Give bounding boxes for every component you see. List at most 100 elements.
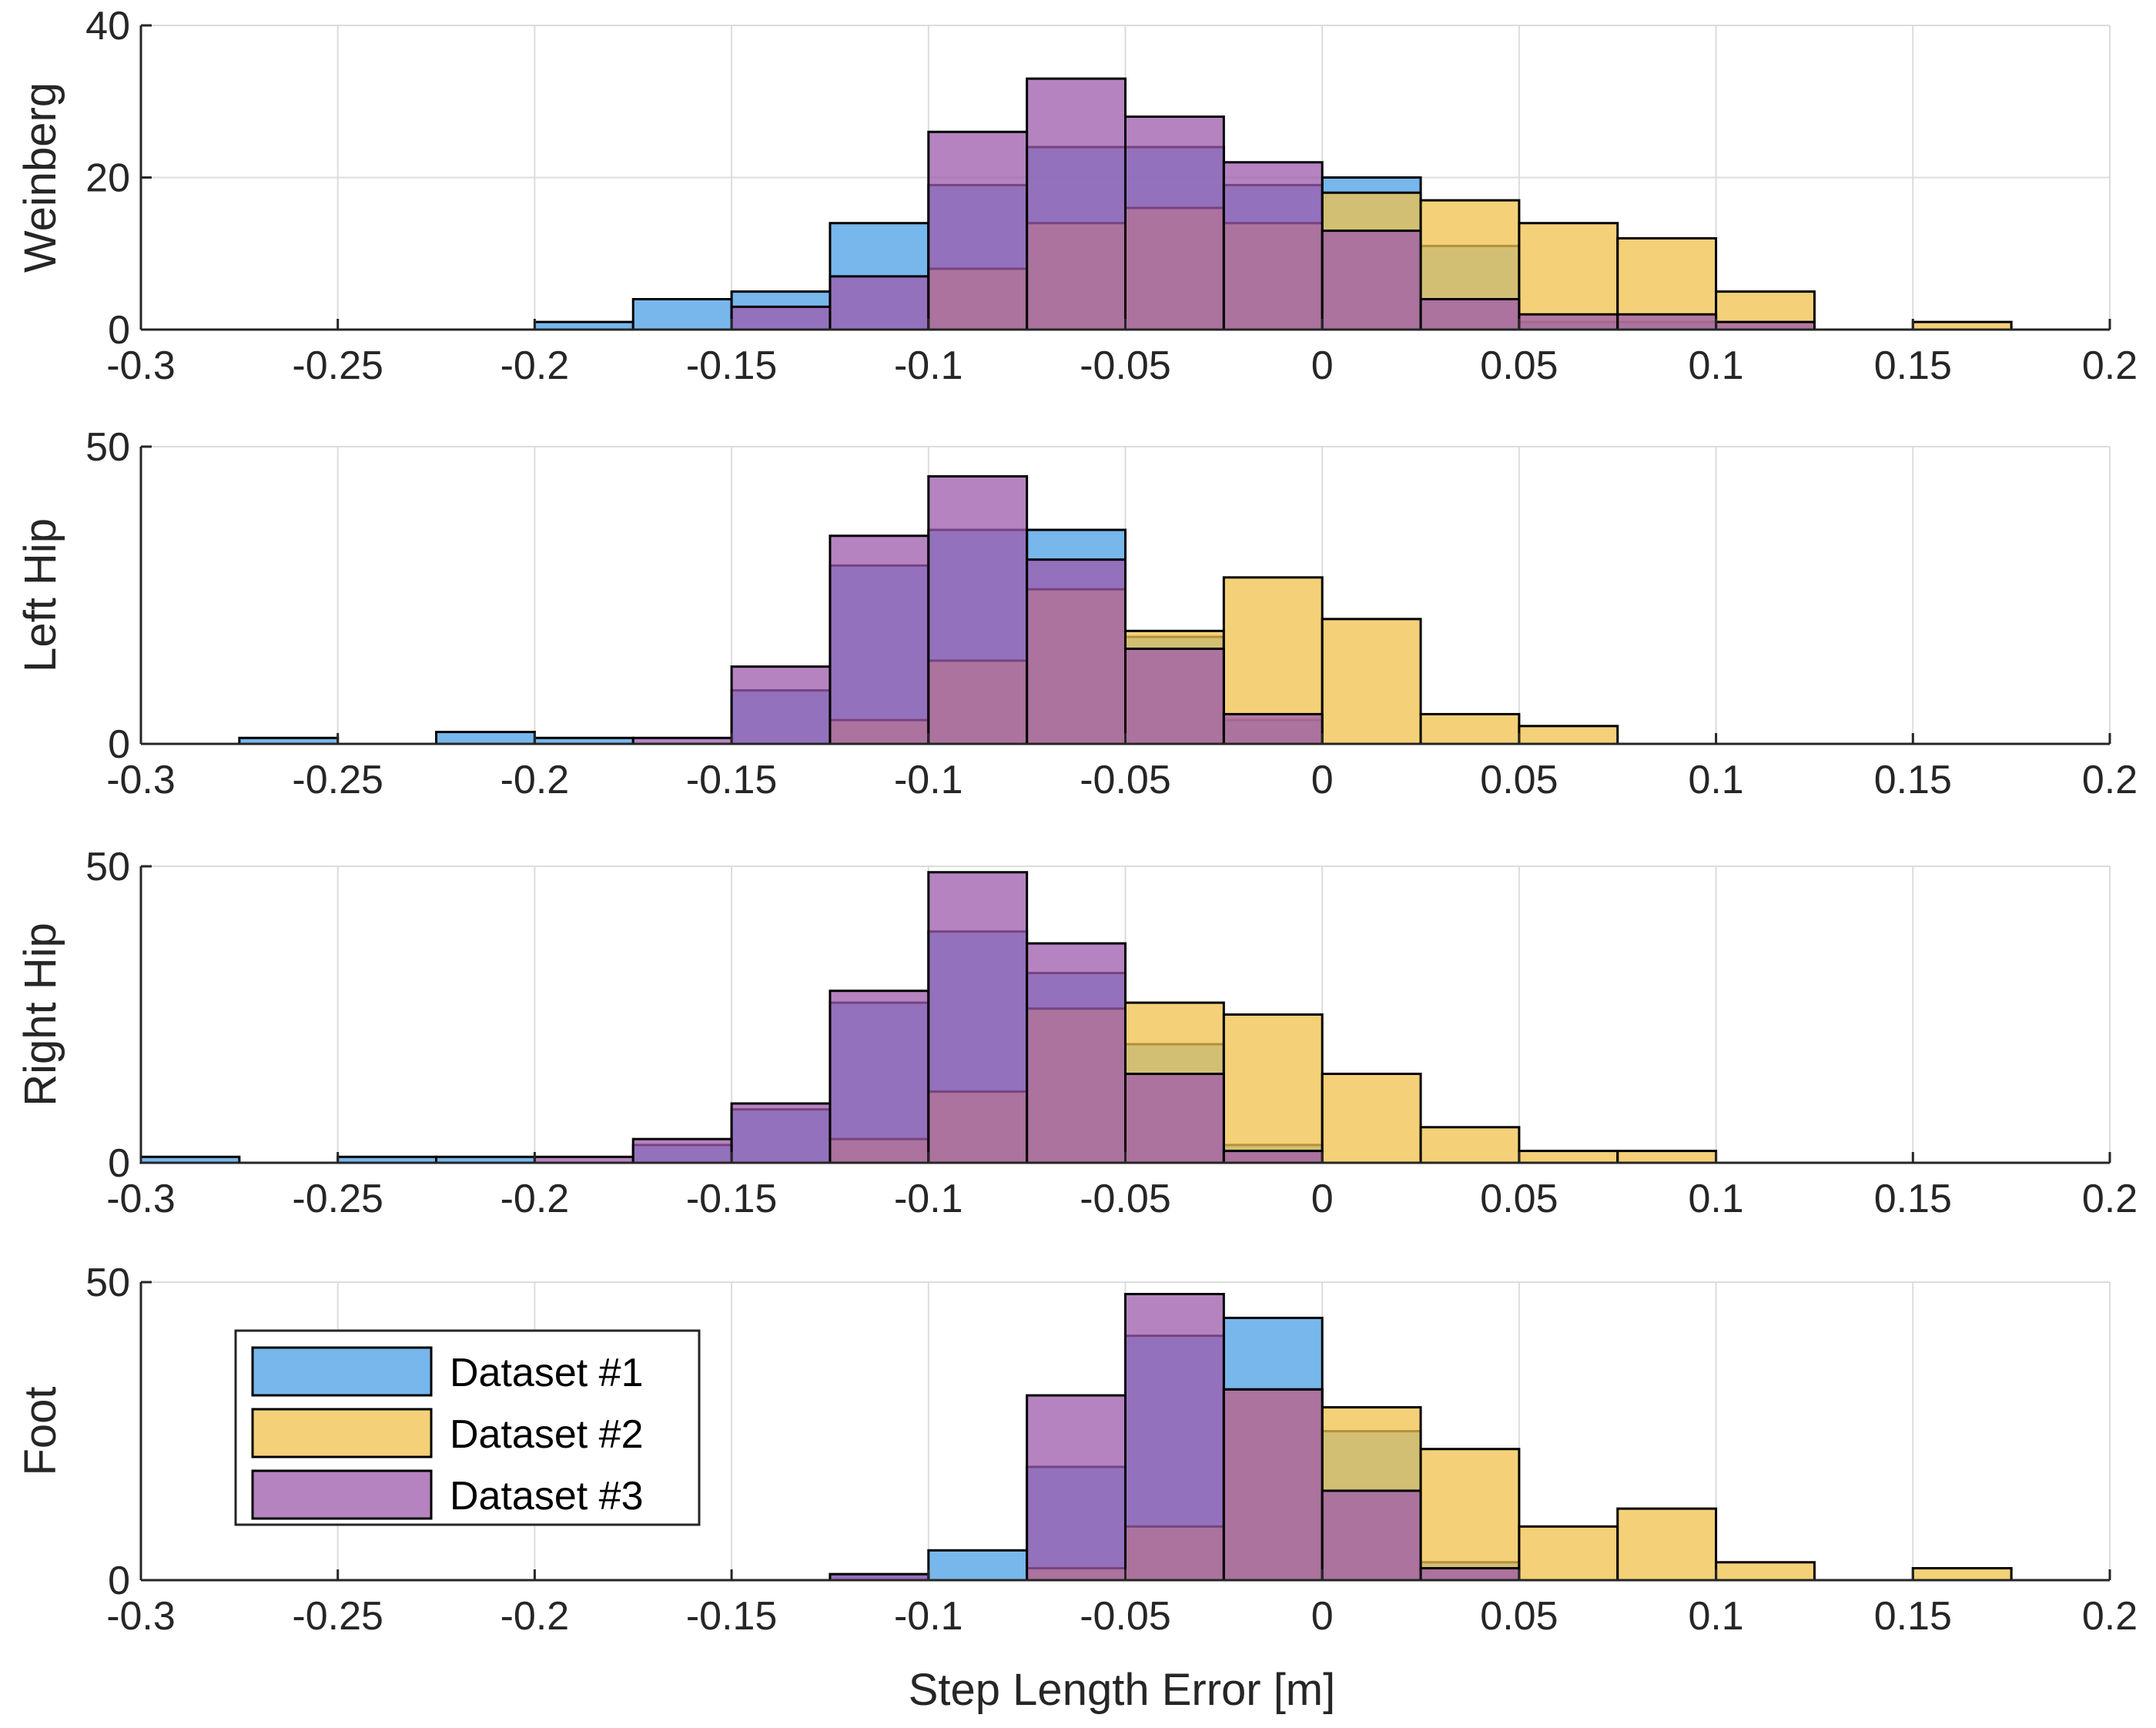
histogram-bar <box>1419 1448 1521 1582</box>
x-tick-label: -0.15 <box>686 343 778 388</box>
x-tick-label: -0.15 <box>686 758 778 802</box>
x-tick-label: 0.1 <box>1688 1177 1743 1221</box>
legend-label: Dataset #1 <box>450 1351 644 1395</box>
x-tick-label: 0.15 <box>1874 343 1952 388</box>
x-tick-label: 0.1 <box>1688 343 1743 388</box>
x-tick-label: -0.15 <box>686 1594 778 1639</box>
legend-label: Dataset #2 <box>450 1412 644 1457</box>
y-axis-label: Left Hip <box>15 518 65 672</box>
histogram-bar <box>1715 1561 1816 1582</box>
histogram-bar <box>1222 1388 1324 1582</box>
series-dataset3 <box>533 871 1324 1164</box>
y-tick-label: 0 <box>108 308 130 353</box>
series-dataset3 <box>631 475 1324 745</box>
x-tick-label: -0.05 <box>1080 1177 1171 1221</box>
y-axis-label: Weinberg <box>15 82 65 273</box>
y-tick-label: 0 <box>108 1559 130 1603</box>
histogram-bar <box>829 990 930 1164</box>
x-axis-label: Step Length Error [m] <box>909 1665 1335 1715</box>
histogram-bar <box>1518 222 1619 331</box>
x-tick-label: 0 <box>1311 758 1334 802</box>
histogram-bar <box>1124 647 1225 745</box>
y-tick-label: 50 <box>85 845 130 889</box>
panel-right-hip: -0.3 -0.25 -0.2 -0.15 -0.1 -0.05 0 0.05 0.1 0.15 0… <box>15 845 2138 1221</box>
histogram-bar <box>1518 1150 1619 1164</box>
x-tick-label: 0.2 <box>2082 1594 2138 1639</box>
histogram-bar <box>631 1137 733 1164</box>
x-tick-label: -0.05 <box>1080 343 1171 388</box>
x-tick-label: -0.05 <box>1080 758 1171 802</box>
x-tick-label: -0.2 <box>500 343 570 388</box>
x-tick-label: -0.3 <box>106 343 176 388</box>
x-tick-label: 0.15 <box>1874 1594 1952 1639</box>
histogram-bar <box>927 871 1029 1164</box>
x-tick-label: -0.3 <box>106 1177 176 1221</box>
x-tick-label: -0.1 <box>894 1594 963 1639</box>
histogram-bar <box>435 731 536 745</box>
histogram-bar <box>829 275 930 331</box>
x-tick-label: -0.25 <box>292 1594 383 1639</box>
x-tick-label: 0 <box>1311 343 1334 388</box>
histogram-bar <box>1222 161 1324 331</box>
histogram-bar <box>1026 558 1127 745</box>
x-tick-label: 0.05 <box>1480 1594 1558 1639</box>
y-axis-label: Right Hip <box>15 923 65 1107</box>
x-tick-label: -0.2 <box>500 1177 570 1221</box>
x-tick-label: -0.25 <box>292 1177 383 1221</box>
histogram-bar <box>1419 712 1521 745</box>
x-tick-label: -0.3 <box>106 758 176 802</box>
panel-weinberg: -0.3 -0.25 -0.2 -0.15 -0.1 -0.05 0 0.05 0.1 0.15 0… <box>15 4 2138 388</box>
x-tick-label: 0.15 <box>1874 1177 1952 1221</box>
histogram-bar <box>730 665 832 745</box>
x-tick-label: 0.15 <box>1874 758 1952 802</box>
y-tick-label: 50 <box>85 425 130 470</box>
histogram-bar <box>631 298 733 331</box>
histogram-bar <box>730 305 832 331</box>
x-tick-label: -0.3 <box>106 1594 176 1639</box>
x-tick-label: 0.2 <box>2082 343 2138 388</box>
x-tick-label: -0.1 <box>894 1177 963 1221</box>
y-tick-label: 20 <box>85 156 130 201</box>
histogram-bar <box>1616 1507 1718 1582</box>
legend-swatch <box>251 1408 433 1458</box>
y-tick-label: 40 <box>85 4 130 49</box>
histogram-bar <box>1518 1525 1619 1582</box>
histogram-bar <box>1124 1073 1225 1164</box>
x-tick-label: 0 <box>1311 1594 1334 1639</box>
legend-swatch <box>251 1346 433 1397</box>
histogram-bar <box>1222 1013 1324 1164</box>
y-axis-label: Foot <box>15 1386 65 1475</box>
x-tick-label: -0.25 <box>292 343 383 388</box>
histogram-bar <box>730 1102 832 1164</box>
x-tick-label: 0.05 <box>1480 1177 1558 1221</box>
histogram-bar <box>1518 725 1619 745</box>
x-tick-label: 0.05 <box>1480 343 1558 388</box>
x-tick-label: 0.05 <box>1480 758 1558 802</box>
y-tick-label: 0 <box>108 1141 130 1186</box>
x-tick-label: 0.1 <box>1688 1594 1743 1639</box>
x-tick-label: 0.2 <box>2082 1177 2138 1221</box>
x-tick-label: 0.2 <box>2082 758 2138 802</box>
histogram-bar <box>1419 298 1521 331</box>
x-tick-label: -0.1 <box>894 758 963 802</box>
histogram-bar <box>1124 116 1225 331</box>
histogram-bar <box>1518 313 1619 331</box>
x-tick-label: 0 <box>1311 1177 1334 1221</box>
histogram-bar <box>927 1549 1029 1582</box>
x-tick-label: -0.2 <box>500 1594 570 1639</box>
histogram-bar <box>1222 1150 1324 1164</box>
histogram-bar <box>1616 1150 1718 1164</box>
legend-label: Dataset #3 <box>450 1474 644 1519</box>
y-tick-label: 50 <box>85 1261 130 1305</box>
histogram-bar <box>1026 1394 1127 1582</box>
legend: Dataset #1 Dataset #2 Dataset #3 <box>234 1329 701 1526</box>
histogram-bar <box>1321 229 1422 331</box>
histogram-bar <box>1026 942 1127 1164</box>
x-tick-label: -0.2 <box>500 758 570 802</box>
x-tick-label: -0.05 <box>1080 1594 1171 1639</box>
histogram-bar <box>829 534 930 745</box>
y-tick-label: 0 <box>108 722 130 767</box>
histogram-bar <box>1419 1126 1521 1164</box>
x-tick-label: 0.1 <box>1688 758 1743 802</box>
histogram-bar <box>1321 1073 1422 1164</box>
